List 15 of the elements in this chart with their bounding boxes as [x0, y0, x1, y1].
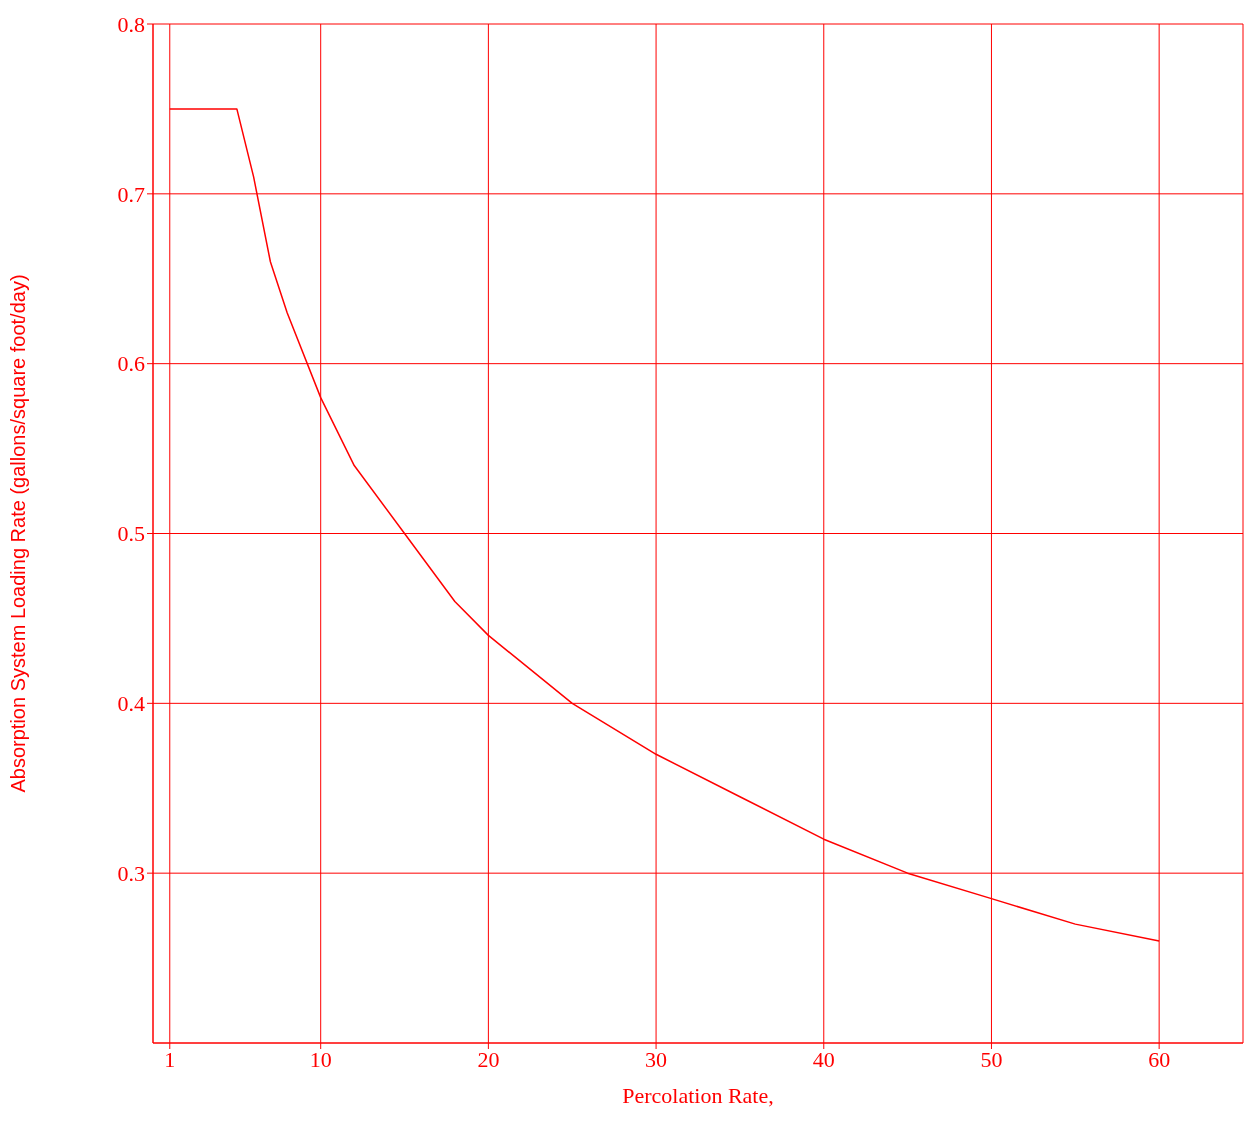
x-tick-label: 1	[164, 1046, 176, 1072]
x-tick-label: 50	[980, 1046, 1003, 1072]
y-tick-label: 0.8	[117, 11, 145, 37]
y-tick-label: 0.7	[117, 181, 145, 207]
x-tick-label: 60	[1148, 1046, 1171, 1072]
y-tick-label: 0.4	[117, 691, 145, 717]
y-tick-label: 0.5	[117, 521, 145, 547]
y-tick-label: 0.3	[117, 860, 145, 886]
x-tick-label: 20	[477, 1046, 500, 1072]
x-tick-label: 40	[812, 1046, 835, 1072]
x-tick-label: 30	[645, 1046, 668, 1072]
y-tick-label: 0.6	[117, 351, 145, 377]
x-tick-label: 10	[309, 1046, 332, 1072]
x-axis-title: Percolation Rate,	[622, 1083, 774, 1108]
y-axis-title: Absorption System Loading Rate (gallons/square foot/day)	[7, 274, 30, 793]
